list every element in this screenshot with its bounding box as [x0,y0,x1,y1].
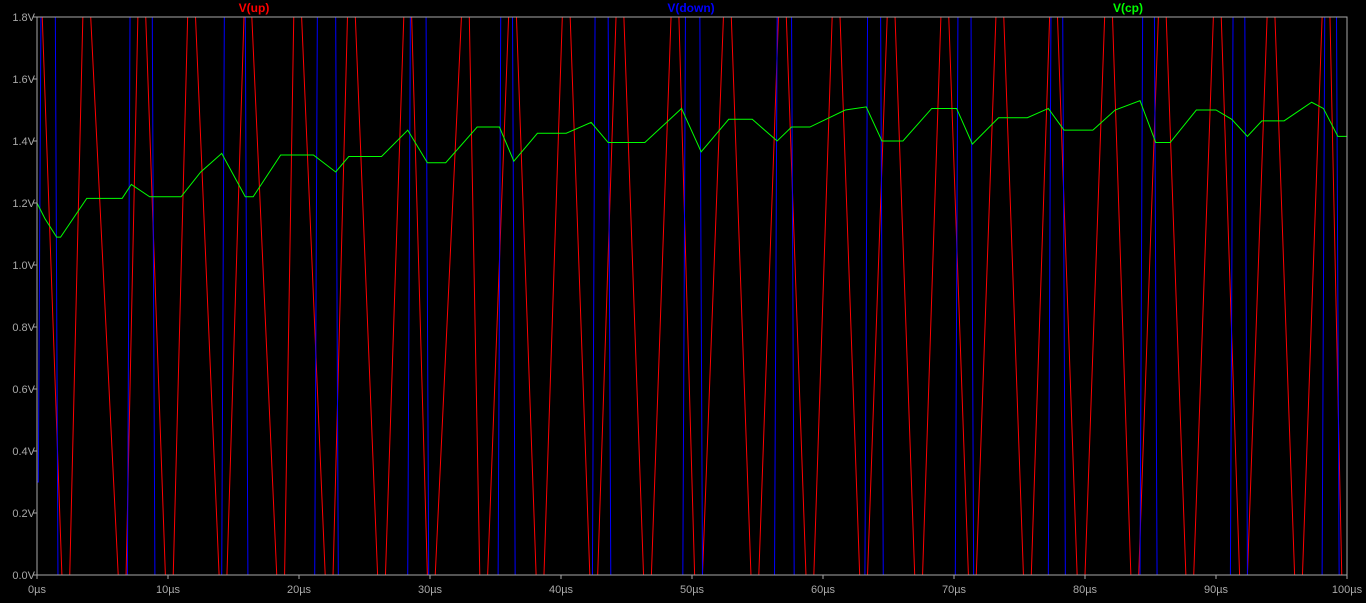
legend: V(up) V(down) V(cp) [239,1,1143,15]
x-tick-label: 100µs [1332,584,1363,596]
x-tick-label: 10µs [156,584,181,596]
x-tick-label: 80µs [1073,584,1098,596]
y-tick-label: 0.2V [12,508,35,520]
y-tick-label: 1.0V [12,260,35,272]
x-tick-label: 40µs [549,584,574,596]
y-tick-label: 0.6V [12,384,35,396]
x-tick-label: 20µs [287,584,312,596]
y-tick-label: 1.6V [12,74,35,86]
x-tick-label: 0µs [28,584,46,596]
legend-item-v-up[interactable]: V(up) [239,1,270,15]
legend-item-v-down[interactable]: V(down) [667,1,714,15]
x-tick-label: 70µs [942,584,967,596]
series-layer [37,16,1347,576]
y-tick-label: 1.8V [12,12,35,24]
x-tick-label: 60µs [811,584,836,596]
x-tick-label: 90µs [1204,584,1229,596]
series-line-v-up [37,16,1347,576]
x-axis: 0µs 10µs 20µs 30µs 40µs 50µs 60µs 70µs 80µs 90µs 1… [28,575,1363,596]
y-tick-label: 1.4V [12,136,35,148]
y-tick-label: 0.8V [12,322,35,334]
x-tick-label: 50µs [680,584,705,596]
y-tick-label: 0.4V [12,446,35,458]
legend-item-v-cp[interactable]: V(cp) [1113,1,1143,15]
y-axis: 0.0V 0.2V 0.4V 0.6V 0.8V 1.0V 1.2V 1.4V 1.6V 1.8V [12,12,37,582]
x-tick-label: 30µs [418,584,443,596]
series-line-v-cp [37,100,1347,238]
y-tick-label: 0.0V [12,570,35,582]
y-tick-label: 1.2V [12,198,35,210]
